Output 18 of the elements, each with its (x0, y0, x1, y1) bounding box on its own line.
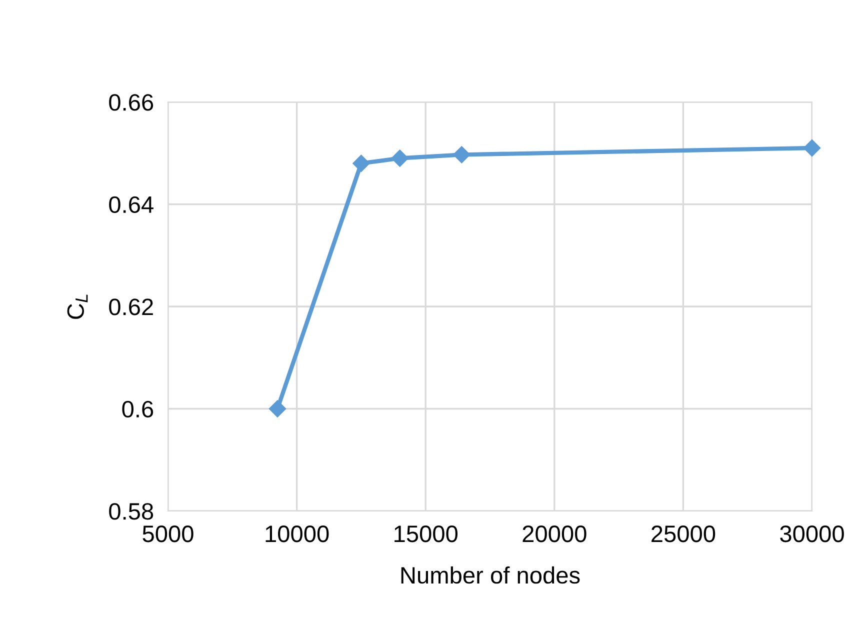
point (268, 400, 286, 418)
y-tick-label: 0.64 (109, 196, 154, 214)
point (391, 150, 408, 167)
point (803, 139, 821, 157)
x-tick-label: 15000 (394, 526, 458, 542)
point (453, 146, 470, 164)
x-tick-label: 25000 (652, 526, 716, 542)
x-tick-label: 5000 (142, 526, 194, 542)
point (352, 154, 370, 172)
y-tick-label: 0.66 (109, 94, 154, 111)
x-tick-label: 20000 (522, 526, 586, 542)
y-tick-label: 0.62 (109, 298, 153, 316)
x-tick-label: 30000 (780, 526, 844, 542)
x-axis-title: Number of nodes (401, 566, 580, 584)
y-axis-title: C$_{L}$ (67, 294, 88, 319)
y-tick-label: 0.6 (122, 400, 154, 418)
x-tick-label: 10000 (266, 526, 329, 542)
y-tick-label: 0.58 (109, 503, 154, 520)
